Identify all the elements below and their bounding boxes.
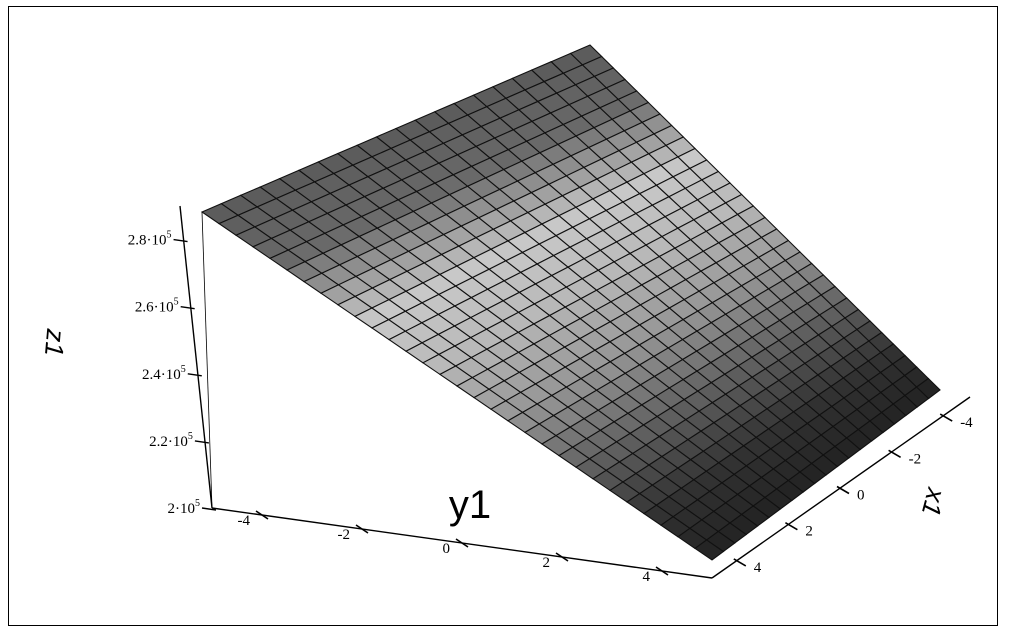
y-tick-label: -4 <box>238 513 251 529</box>
x-tick-label: -2 <box>909 451 922 467</box>
y-axis-label: y1 <box>449 483 491 527</box>
z-axis-line <box>179 205 213 509</box>
y-tick <box>355 524 369 534</box>
x-tick <box>888 449 902 458</box>
x-tick <box>733 558 747 567</box>
y-tick-label: 4 <box>643 569 651 585</box>
x-axis-line <box>711 396 971 579</box>
z-tick-label: 2.2·105 <box>149 431 193 450</box>
x-tick <box>836 485 850 495</box>
y-tick <box>455 538 469 548</box>
z-tick <box>194 440 209 444</box>
axes <box>173 205 971 579</box>
x-tick-label: 2 <box>805 524 813 540</box>
y-tick <box>555 552 569 562</box>
z-tick <box>187 373 202 377</box>
z-tick-label: 2.6·105 <box>135 297 179 316</box>
x-tick <box>784 522 798 531</box>
z-tick-label: 2.8·105 <box>128 230 172 249</box>
y-tick-label: 0 <box>443 541 451 557</box>
z-tick <box>173 238 188 243</box>
x-axis-label: x1 <box>916 483 953 519</box>
back-edge-line <box>201 211 213 509</box>
surface-cell <box>915 377 941 400</box>
x-tick-label: 0 <box>857 488 865 504</box>
x-tick-label: 4 <box>754 560 762 576</box>
x-tick-label: -4 <box>960 415 973 431</box>
z-tick <box>180 305 195 310</box>
y-tick-label: 2 <box>543 555 551 571</box>
z-axis-label: z1 <box>39 327 71 358</box>
z-tick <box>201 507 217 511</box>
x-tick <box>939 413 953 422</box>
surface-plot: 2·105 2.2·105 2.4·105 2.6·105 2.8·105 -4 -2 0 2 4… <box>39 44 973 585</box>
surface <box>200 44 941 561</box>
axis-labels: 2·105 2.2·105 2.4·105 2.6·105 2.8·105 -4 -2 0 2 4… <box>39 230 973 585</box>
z-tick-label: 2.4·105 <box>142 364 186 383</box>
y-tick-label: -2 <box>338 527 351 543</box>
y-tick <box>655 566 669 576</box>
y-tick <box>255 510 269 520</box>
z-tick-label: 2·105 <box>168 498 201 517</box>
